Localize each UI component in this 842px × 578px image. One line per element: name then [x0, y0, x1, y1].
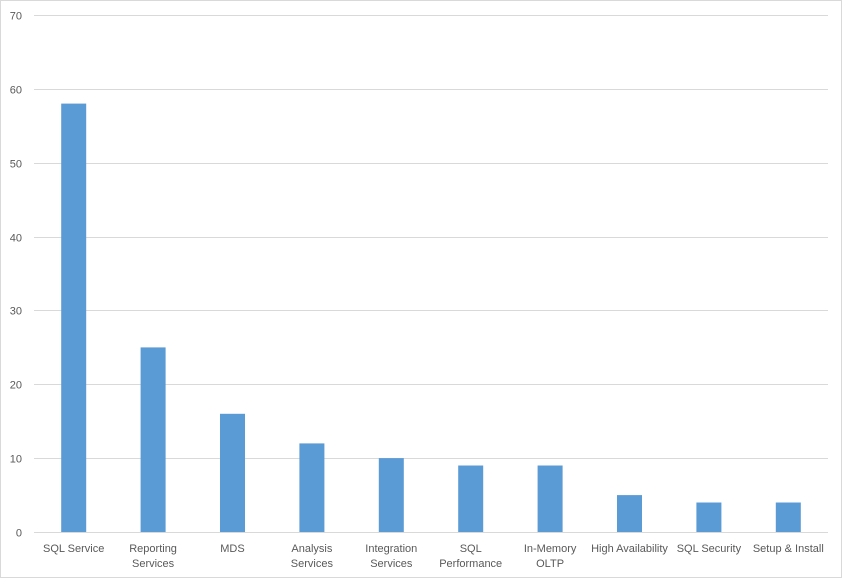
bar: [220, 413, 245, 532]
y-tick-label: 50: [10, 159, 22, 171]
x-category-label: Reporting Services: [129, 543, 177, 570]
bar: [61, 103, 87, 532]
x-category-label-line: SQL Security: [677, 543, 742, 555]
y-tick-label: 60: [10, 85, 22, 97]
y-tick-label: 0: [16, 528, 22, 540]
x-category-label-line: OLTP: [536, 558, 564, 570]
x-category-label-line: In-Memory: [524, 543, 577, 555]
bar: [140, 347, 166, 532]
x-axis-category-labels: SQL Service Reporting Services MDS Analysis S…: [43, 543, 824, 570]
x-category-label-line: Analysis: [291, 543, 332, 555]
x-category-label: SQL Security: [677, 543, 742, 555]
x-category-label: High Availability: [591, 543, 668, 555]
x-category-label-line: Performance: [439, 558, 502, 570]
x-category-label-line: Services: [291, 558, 334, 570]
x-category-label-line: High Availability: [591, 543, 668, 555]
x-category-label-line: Services: [132, 558, 175, 570]
gridlines: [34, 15, 828, 459]
y-tick-label: 40: [10, 233, 22, 245]
x-category-label: Setup & Install: [753, 543, 824, 555]
x-category-label-line: MDS: [220, 543, 244, 555]
bar: [458, 465, 484, 532]
y-tick-label: 70: [10, 11, 22, 23]
x-category-label: Analysis Services: [291, 543, 334, 570]
x-category-label: Integration Services: [365, 543, 417, 570]
x-category-label-line: SQL Service: [43, 543, 104, 555]
bar: [537, 465, 563, 532]
bar: [617, 495, 642, 532]
x-category-label: SQL Service: [43, 543, 104, 555]
bars: [61, 103, 801, 532]
x-category-label-line: Setup & Install: [753, 543, 824, 555]
y-axis-tick-labels: 0 10 20 30 40 50 60 70: [10, 11, 22, 540]
x-category-label-line: Integration: [365, 543, 417, 555]
y-tick-label: 30: [10, 306, 22, 318]
bar: [696, 502, 722, 532]
bar: [378, 458, 404, 532]
x-category-label-line: Reporting: [129, 543, 177, 555]
x-category-label-line: SQL: [460, 543, 482, 555]
bar: [299, 443, 325, 532]
x-category-label: In-Memory OLTP: [524, 543, 577, 570]
x-category-label: MDS: [220, 543, 244, 555]
x-category-label: SQL Performance: [439, 543, 502, 570]
y-tick-label: 10: [10, 454, 22, 466]
x-category-label-line: Services: [370, 558, 413, 570]
y-tick-label: 20: [10, 380, 22, 392]
bar: [775, 502, 801, 532]
